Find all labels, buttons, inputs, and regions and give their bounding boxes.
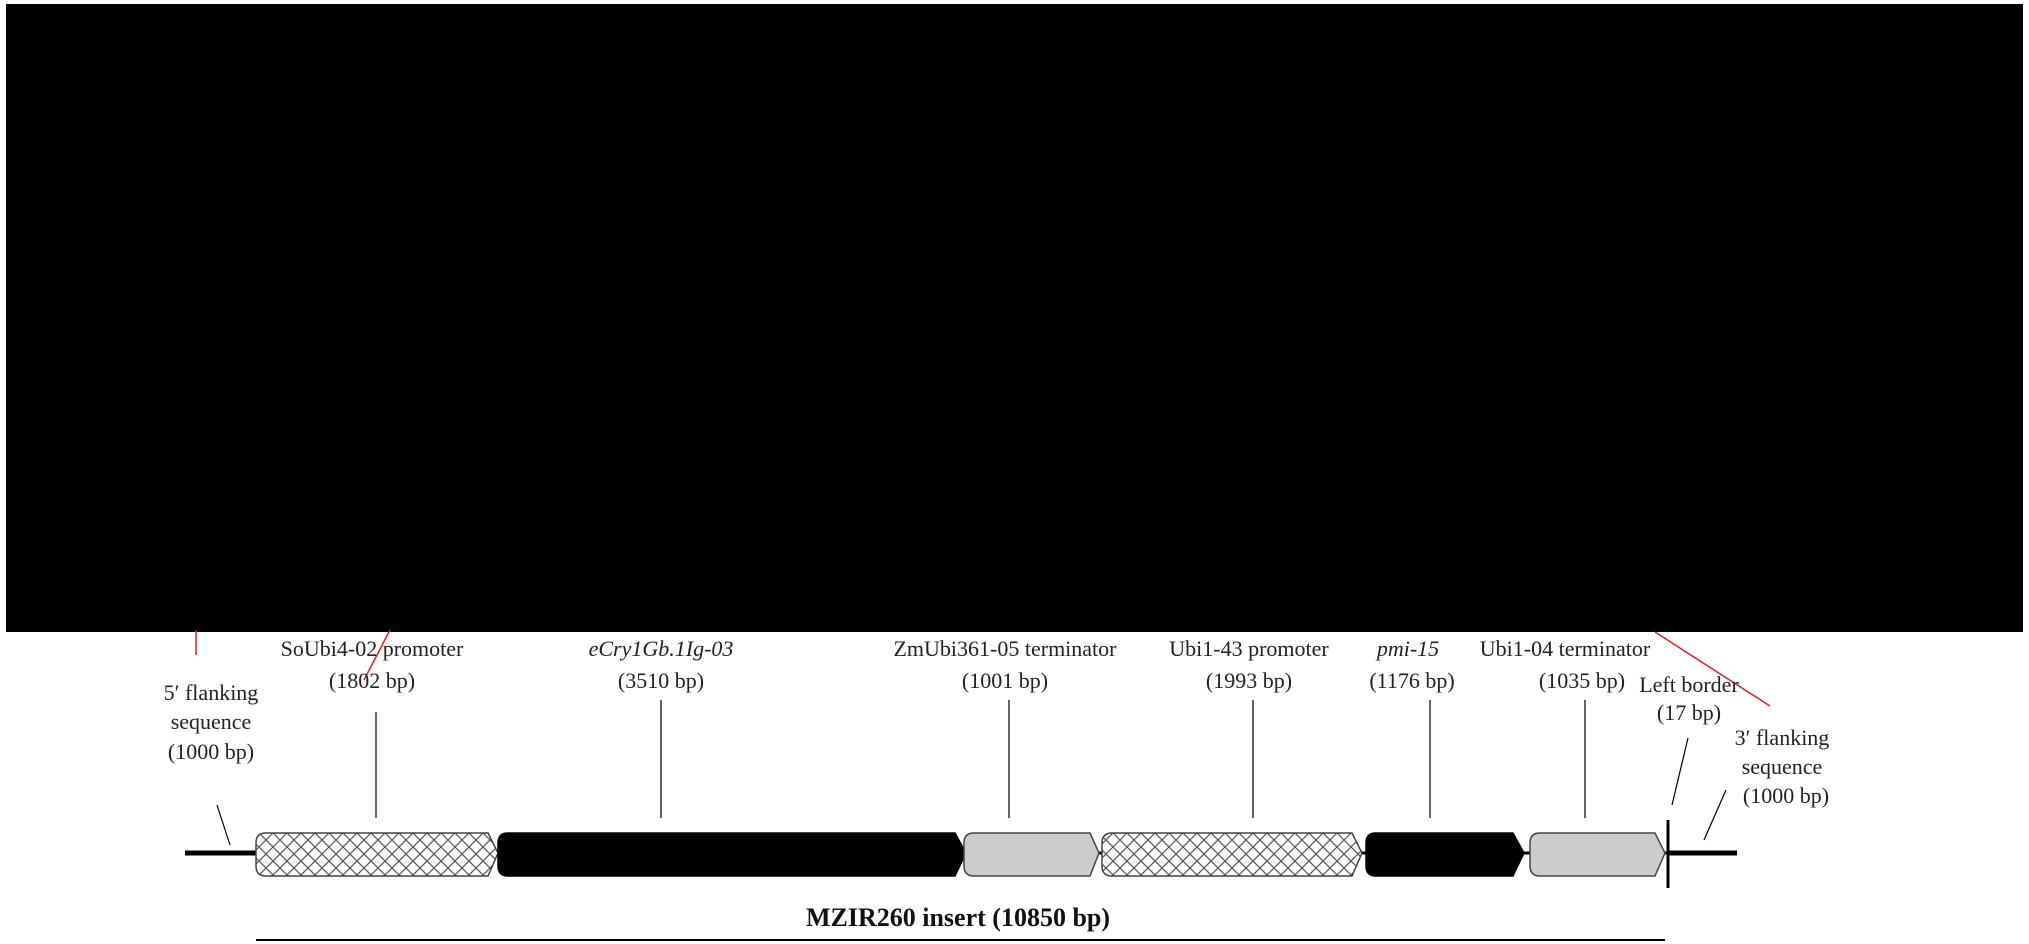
ubi1-terminator-name: Ubi1-04 terminator bbox=[1480, 636, 1651, 661]
leader-3prime bbox=[1703, 789, 1727, 841]
zmubi361-terminator-arrow bbox=[963, 832, 1100, 877]
pmi15-name: pmi-15 bbox=[1375, 636, 1439, 661]
left-border-line2: (17 bp) bbox=[1657, 700, 1721, 725]
ubi1-promoter-size: (1993 bp) bbox=[1206, 668, 1292, 693]
ecry1gb-name: eCry1Gb.1Ig-03 bbox=[589, 636, 734, 661]
pmi15-arrow bbox=[1365, 832, 1525, 877]
soubi4-promoter-arrow bbox=[255, 832, 499, 877]
leader-left-border bbox=[1671, 737, 1689, 806]
ubi1-terminator-size: (1035 bp) bbox=[1539, 668, 1625, 693]
ubi1-promoter-name: Ubi1-43 promoter bbox=[1169, 636, 1329, 661]
three-prime-line2: sequence bbox=[1742, 754, 1823, 779]
soubi4-promoter-name: SoUbi4-02 promoter bbox=[281, 636, 464, 661]
five-prime-line2: sequence bbox=[171, 709, 252, 734]
red-leader-line-mid bbox=[363, 629, 391, 681]
soubi4-promoter-size: (1802 bp) bbox=[329, 668, 415, 693]
left-border-line1: Left border bbox=[1639, 672, 1739, 697]
ubi1-promoter-arrow bbox=[1101, 832, 1363, 877]
ecry1gb-size: (3510 bp) bbox=[618, 668, 704, 693]
three-prime-line1: 3′ flanking bbox=[1735, 725, 1830, 750]
five-prime-line1: 5′ flanking bbox=[164, 680, 259, 705]
ecry1gb-arrow bbox=[497, 832, 967, 877]
three-prime-line3: (1000 bp) bbox=[1743, 783, 1829, 808]
red-leader-line-right bbox=[1654, 631, 1771, 707]
five-prime-line3: (1000 bp) bbox=[168, 739, 254, 764]
leader-5prime bbox=[216, 804, 231, 846]
insert-label: MZIR260 insert (10850 bp) bbox=[806, 903, 1110, 932]
pmi15-size: (1176 bp) bbox=[1369, 668, 1454, 693]
redacted-region bbox=[6, 4, 2023, 632]
ubi1-terminator-arrow bbox=[1529, 832, 1666, 877]
zmubi361-terminator-size: (1001 bp) bbox=[962, 668, 1048, 693]
zmubi361-terminator-name: ZmUbi361-05 terminator bbox=[893, 636, 1117, 661]
